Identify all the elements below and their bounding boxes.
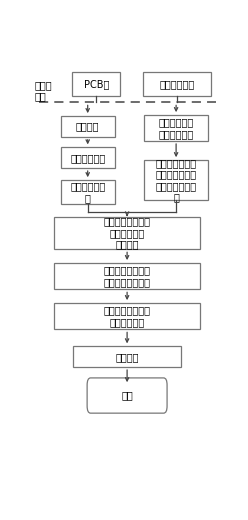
Text: 放入流水线构
件: 放入流水线构 件 (70, 181, 105, 203)
FancyBboxPatch shape (61, 116, 115, 137)
FancyBboxPatch shape (61, 180, 115, 204)
Text: 印刷锡膏: 印刷锡膏 (76, 122, 99, 132)
Text: 线段移动摆放控
制构件实时搬移
导线段至落线位
置: 线段移动摆放控 制构件实时搬移 导线段至落线位 置 (155, 158, 197, 202)
FancyBboxPatch shape (54, 303, 200, 330)
Text: 压线轮构件将导线
段完全压入导线槽: 压线轮构件将导线 段完全压入导线槽 (104, 265, 151, 287)
FancyBboxPatch shape (54, 263, 200, 290)
Text: PCB板: PCB板 (84, 79, 109, 89)
FancyBboxPatch shape (144, 115, 208, 141)
FancyBboxPatch shape (87, 378, 167, 413)
FancyBboxPatch shape (144, 160, 208, 200)
FancyBboxPatch shape (73, 346, 181, 367)
Text: 成卷连接导线: 成卷连接导线 (159, 79, 195, 89)
Text: 原材料
准备: 原材料 准备 (35, 80, 53, 101)
FancyBboxPatch shape (54, 216, 200, 250)
FancyBboxPatch shape (61, 147, 115, 168)
FancyBboxPatch shape (143, 72, 211, 96)
Text: 放入夹具对位: 放入夹具对位 (70, 153, 105, 163)
Text: 自动剥线机构
件切割导线段: 自动剥线机构 件切割导线段 (158, 118, 194, 139)
FancyBboxPatch shape (72, 72, 120, 96)
Text: 定位构件对导线段
进行精确定位: 定位构件对导线段 进行精确定位 (104, 305, 151, 327)
Text: 自动焊接: 自动焊接 (115, 352, 139, 362)
Text: 结束: 结束 (121, 391, 133, 400)
Text: 将落线位置的导线
段放入夹具的
导线槽中: 将落线位置的导线 段放入夹具的 导线槽中 (104, 216, 151, 250)
